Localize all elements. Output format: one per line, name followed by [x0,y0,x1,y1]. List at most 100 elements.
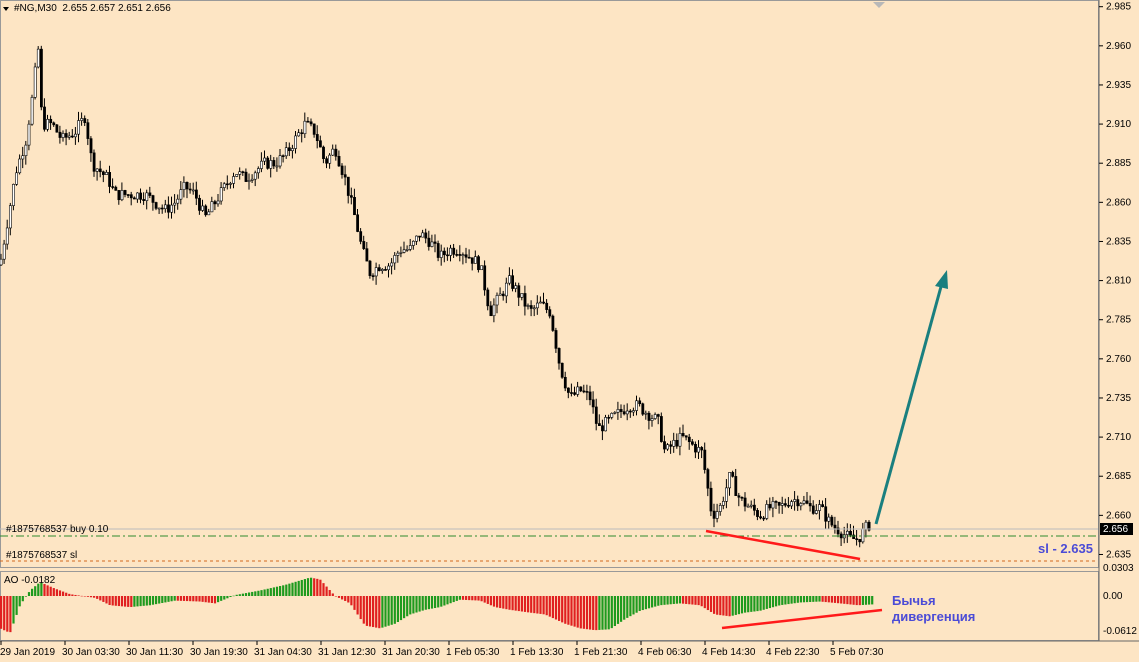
ao-bar [403,596,406,619]
ao-bar [381,596,384,628]
ao-bar [775,596,778,607]
ao-bar [127,596,130,607]
price-tick-label: 2.910 [1106,119,1131,130]
ao-bar [799,596,802,603]
candle-body [49,118,53,124]
price-tick-label: 2.785 [1106,315,1131,326]
candle-body [681,433,685,436]
ao-bar [722,596,725,616]
candle-body [235,174,239,177]
ao-bar [796,596,799,603]
candle-body [539,301,542,304]
buy-order-label[interactable]: #1875768537 buy 0.10 [6,524,109,535]
ao-bar [713,596,716,614]
ao-axis: 0.0303 0.00 -0.0612 [1103,563,1137,637]
ao-bar [756,596,759,612]
candle-body [114,186,118,191]
candle-body [411,240,415,246]
ao-bar [161,596,164,603]
ao-bar [558,596,561,621]
ao-bar [709,596,713,612]
ao-bar [155,596,158,605]
candle-body [142,199,146,201]
ao-bar [607,596,610,630]
ao-bar [213,596,217,604]
candle-body [247,180,251,182]
sl-order-label[interactable]: #1875768537 sl [6,550,78,561]
candle-body [861,528,865,543]
candle-body [297,132,301,137]
ao-bar [151,596,155,605]
candle-body [647,412,651,421]
ao-bar [570,596,573,626]
candle-body [176,198,180,204]
candle-body [306,120,310,123]
price-tick-label: 2.710 [1106,432,1131,443]
ao-bar [533,596,536,614]
ao-bar [480,596,483,602]
candle-body [653,414,657,419]
candle-body [529,305,533,309]
candle-body [780,503,784,506]
ao-bar [551,596,554,619]
price-tick-label: 2.635 [1106,549,1131,560]
ao-bar [220,596,223,601]
chart-shift-marker[interactable] [873,2,885,8]
ao-bar [496,596,499,608]
candle-body [300,132,304,135]
ao-bar [790,596,793,604]
ao-bar [198,596,201,602]
candle-body [232,176,236,184]
ao-bar [244,593,248,596]
candle-body [238,171,242,175]
candle-body [672,439,676,447]
candle-body [39,48,43,108]
header-dropdown-icon[interactable] [3,7,9,11]
ao-bar [508,596,511,610]
candle-body [402,249,406,253]
ao-bar [319,579,322,596]
ao-histogram [0,577,874,633]
ao-bar [567,596,570,625]
ao-bar [62,591,65,596]
candle-body [164,204,167,210]
candle-body [151,195,155,203]
ao-bar [74,594,77,596]
ao-bar [793,596,796,604]
candle-body [632,410,635,413]
ao-bar [362,596,365,624]
candle-body [418,235,422,238]
candle-body [641,403,645,415]
ao-bar [846,596,849,605]
ao-bar [554,596,558,620]
ao-bar [437,596,440,608]
ao-bar [300,579,303,596]
price-tick-label: 2.935 [1106,80,1131,91]
candle-body [408,245,412,250]
candle-body [291,148,294,152]
candle-body [678,433,682,447]
ao-bar [716,596,719,615]
ao-bar [545,596,548,616]
candle-body [467,256,471,259]
ao-bar [204,596,207,603]
ao-bar [229,596,232,597]
price-tick-label: 2.685 [1106,471,1131,482]
candle-body [95,168,99,172]
ao-bar [719,596,722,616]
time-tick-label: 31 Jan 12:30 [318,647,376,658]
candle-body [684,435,688,438]
candle-body [368,260,372,276]
ao-bar [843,596,846,604]
candle-body [622,411,626,415]
candle-body [588,391,592,401]
candle-body [746,505,750,508]
candle-body [0,258,3,266]
time-tick-label: 1 Feb 13:30 [510,647,564,658]
ao-bar [585,596,589,630]
candle-body [808,503,812,507]
candle-body [405,249,409,251]
ao-bar [83,596,86,597]
time-tick-label: 31 Jan 20:30 [382,647,440,658]
